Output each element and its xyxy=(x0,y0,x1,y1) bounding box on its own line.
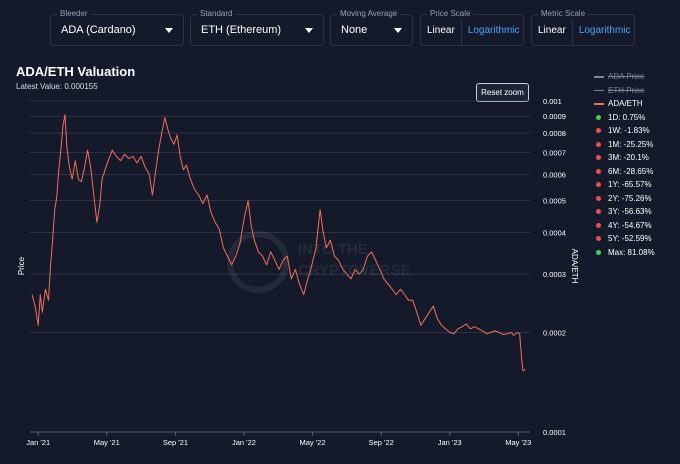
x-tick-label: Sep '22 xyxy=(369,438,394,447)
moving-average-select[interactable]: Moving Average None xyxy=(330,9,413,46)
legend-swatch xyxy=(594,103,604,105)
status-dot xyxy=(596,168,601,174)
standard-select[interactable]: Standard ETH (Ethereum) xyxy=(190,9,324,46)
y-tick-label: 0.0001 xyxy=(543,428,566,437)
y-tick-label: 0.0002 xyxy=(543,328,566,337)
legend: ADA Price ETH Price ADA/ETH 1D: 0.75% 1W:… xyxy=(594,70,655,259)
status-dot xyxy=(596,236,601,242)
legend-stat-label: 3Y: -56.63% xyxy=(608,207,652,217)
legend-swatch xyxy=(594,89,604,91)
chart-title: ADA/ETH Valuation xyxy=(16,64,136,79)
legend-stat: 3Y: -56.63% xyxy=(594,205,655,219)
y-tick-label: 0.0009 xyxy=(543,112,566,121)
x-tick-label: Sep '21 xyxy=(163,438,188,447)
legend-stat: 1D: 0.75% xyxy=(594,111,655,125)
chevron-down-icon xyxy=(305,27,313,33)
status-dot xyxy=(596,141,601,147)
legend-stat: 6M: -28.65% xyxy=(594,165,655,179)
legend-stat: 1W: -1.83% xyxy=(594,124,655,138)
metric-scale-label: Metric Scale xyxy=(538,9,589,19)
metric-scale-linear-button[interactable]: Linear xyxy=(538,24,566,36)
y-tick-label: 0.0007 xyxy=(543,148,566,157)
price-scale-linear-button[interactable]: Linear xyxy=(427,24,455,36)
status-dot xyxy=(596,249,601,255)
chevron-down-icon xyxy=(394,27,402,33)
y-tick-label: 0.0006 xyxy=(543,170,566,179)
legend-stat-label: 6M: -28.65% xyxy=(608,166,654,176)
status-dot xyxy=(596,209,601,215)
status-dot xyxy=(596,128,601,134)
reset-zoom-button[interactable]: Reset zoom xyxy=(476,83,529,102)
legend-stat-label: 1D: 0.75% xyxy=(608,112,646,122)
y-axis-label-left: Price xyxy=(17,256,26,275)
watermark-logo xyxy=(227,231,289,293)
y-tick-label: 0.0005 xyxy=(543,197,566,206)
legend-stat: 2Y: -75.26% xyxy=(594,192,655,206)
x-tick-label: Jan '22 xyxy=(232,438,256,447)
metric-scale-toggle: Metric Scale Linear Logarithmic xyxy=(531,9,637,46)
y-tick-label: 0.0003 xyxy=(543,270,566,279)
legend-item-ada-eth[interactable]: ADA/ETH xyxy=(594,97,655,111)
legend-stat-label: 1W: -1.83% xyxy=(608,126,650,136)
legend-stat: 1Y: -65.57% xyxy=(594,178,655,192)
standard-value: ETH (Ethereum) xyxy=(201,24,282,36)
bleeder-label: Bleeder xyxy=(57,9,91,19)
chevron-down-icon xyxy=(165,27,173,33)
legend-stat: 5Y: -52.59% xyxy=(594,232,655,246)
legend-swatch xyxy=(594,76,604,78)
price-scale-toggle: Price Scale Linear Logarithmic xyxy=(420,9,526,46)
legend-stat-label: 5Y: -52.59% xyxy=(608,234,652,244)
legend-stat-label: 4Y: -54.67% xyxy=(608,220,652,230)
y-tick-label: 0.0004 xyxy=(543,229,566,238)
moving-average-value: None xyxy=(341,24,368,36)
legend-stat-label: 1M: -25.25% xyxy=(608,139,654,149)
x-tick-label: Jan '21 xyxy=(26,438,50,447)
y-tick-label: 0.001 xyxy=(543,97,562,106)
x-tick-label: Jan '23 xyxy=(438,438,462,447)
legend-stat-label: 2Y: -75.26% xyxy=(608,193,652,203)
status-dot xyxy=(596,155,601,161)
moving-average-label: Moving Average xyxy=(337,9,401,19)
y-tick-label: 0.0008 xyxy=(543,129,566,138)
price-scale-label: Price Scale xyxy=(427,9,474,19)
legend-label: ADA/ETH xyxy=(608,99,643,109)
x-tick-label: May '23 xyxy=(505,438,531,447)
legend-item-ada-price[interactable]: ADA Price xyxy=(594,70,655,84)
legend-stat: 3M: -20.1% xyxy=(594,151,655,165)
series-line-ada-eth xyxy=(31,114,526,372)
y-axis-label-right: ADA/ETH xyxy=(570,249,579,284)
legend-stat: 4Y: -54.67% xyxy=(594,219,655,233)
status-dot xyxy=(596,222,601,228)
legend-label: ETH Price xyxy=(608,85,645,95)
latest-value: Latest Value: 0.000155 xyxy=(16,82,98,91)
legend-label: ADA Price xyxy=(608,72,645,82)
legend-stat: 1M: -25.25% xyxy=(594,138,655,152)
legend-stat: Max: 81.08% xyxy=(594,246,655,260)
x-tick-label: May '21 xyxy=(94,438,120,447)
x-tick-label: May '22 xyxy=(299,438,325,447)
price-scale-logarithmic-button[interactable]: Logarithmic xyxy=(460,15,526,45)
standard-label: Standard xyxy=(197,9,236,19)
bleeder-select[interactable]: Bleeder ADA (Cardano) xyxy=(50,9,184,46)
status-dot xyxy=(596,195,601,201)
status-dot xyxy=(596,114,601,120)
metric-scale-logarithmic-button[interactable]: Logarithmic xyxy=(571,15,637,45)
legend-item-eth-price[interactable]: ETH Price xyxy=(594,84,655,98)
bleeder-value: ADA (Cardano) xyxy=(61,24,136,36)
legend-stat-label: Max: 81.08% xyxy=(608,247,655,257)
legend-stat-label: 3M: -20.1% xyxy=(608,153,649,163)
status-dot xyxy=(596,182,601,188)
legend-stat-label: 1Y: -65.57% xyxy=(608,180,652,190)
